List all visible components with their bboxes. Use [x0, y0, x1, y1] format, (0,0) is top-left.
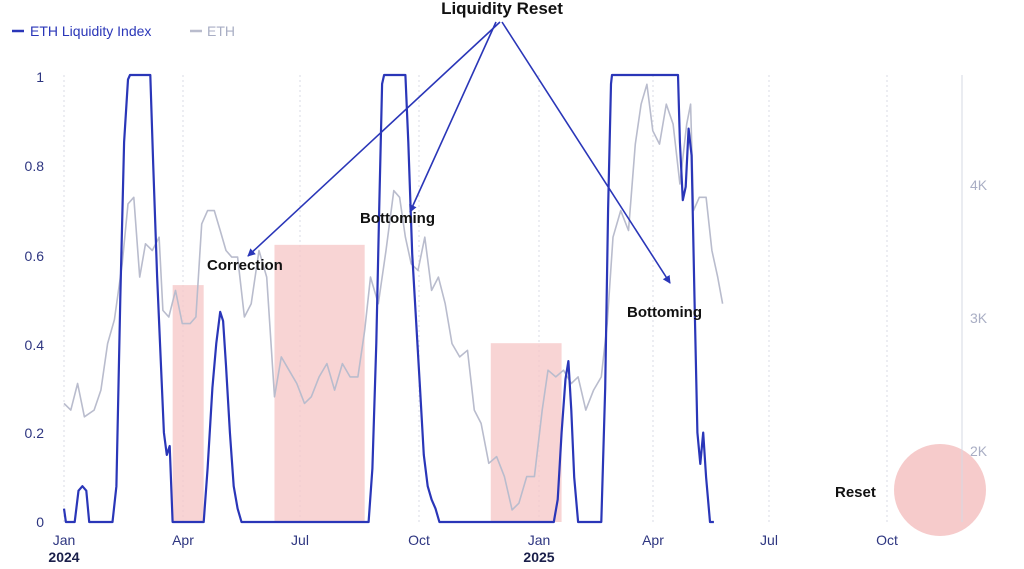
shaded-region [490, 343, 562, 522]
shaded-regions [172, 244, 562, 523]
x-year-label: 2025 [523, 549, 554, 565]
y-tick-right: 4K [970, 177, 988, 193]
y-tick-right: 3K [970, 310, 988, 326]
y-tick-left: 0.2 [25, 425, 45, 441]
annotation-bottoming-2024: Bottoming [360, 210, 435, 227]
x-year-label: 2024 [48, 549, 79, 565]
annotation-arrow [501, 21, 671, 284]
x-tick: Apr [642, 532, 664, 548]
legend-label-liquidity: ETH Liquidity Index [30, 23, 151, 39]
legend-label-eth: ETH [207, 23, 235, 39]
x-tick: Jul [760, 532, 778, 548]
y-tick-left: 0.8 [25, 158, 45, 174]
title-arrows [247, 21, 671, 284]
annotation-arrow [247, 21, 501, 257]
annotation-correction: Correction [207, 257, 283, 274]
x-tick: Apr [172, 532, 194, 548]
series-line-eth [63, 83, 724, 511]
y-tick-left: 0.6 [25, 248, 45, 264]
x-tick: Jul [291, 532, 309, 548]
y-tick-left: 0 [36, 514, 44, 530]
legend: ETH Liquidity Index ETH [12, 23, 235, 39]
series-lines [62, 73, 724, 524]
y-tick-right: 2K [970, 443, 988, 459]
annotation-reset: Reset [835, 484, 876, 501]
annotation-bottoming-2025: Bottoming [627, 304, 702, 321]
shaded-region [274, 244, 365, 523]
x-axis: Jan Apr Jul Oct Jan Apr Jul Oct 2024 202… [48, 532, 898, 565]
y-axis-left: 0 0.2 0.4 0.6 0.8 1 [25, 69, 45, 530]
shaded-region [172, 285, 204, 522]
series-line-liquidity [62, 73, 714, 524]
x-tick: Oct [408, 532, 430, 548]
annotation-arrow [409, 21, 497, 213]
x-tick: Oct [876, 532, 898, 548]
x-tick: Jan [528, 532, 551, 548]
x-tick: Jan [53, 532, 76, 548]
y-tick-left: 0.4 [25, 337, 45, 353]
chart-title: Liquidity Reset [441, 0, 563, 18]
reset-circle [894, 444, 986, 536]
y-tick-left: 1 [36, 69, 44, 85]
y-axis-right: 2K 3K 4K [961, 75, 988, 522]
